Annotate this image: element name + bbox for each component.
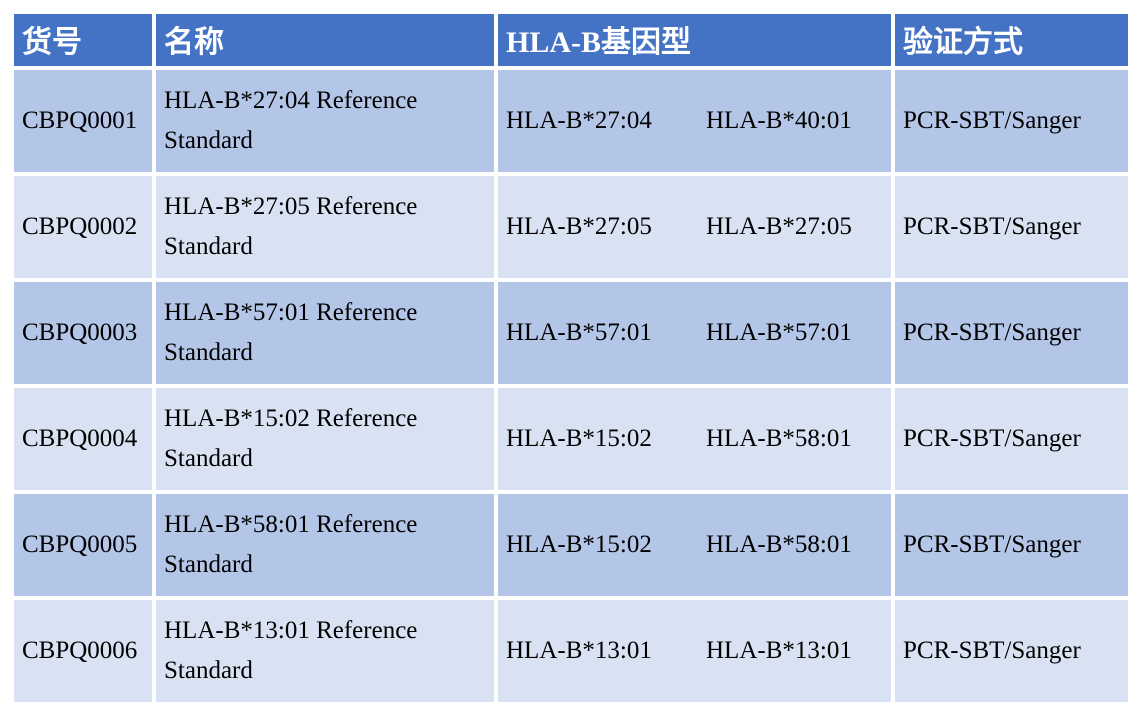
sku-cell: CBPQ0003 xyxy=(14,282,152,384)
genotype-cell: HLA-B*27:04 HLA-B*40:01 xyxy=(498,70,891,172)
genotype-allele-1: HLA-B*15:02 xyxy=(506,531,652,558)
header-cell-validation: 验证方式 xyxy=(895,14,1128,66)
validation-cell: PCR-SBT/Sanger xyxy=(895,70,1128,172)
genotype-cell: HLA-B*13:01 HLA-B*13:01 xyxy=(498,600,891,702)
sku-cell: CBPQ0004 xyxy=(14,388,152,490)
header-row: 货号 名称 HLA-B基因型 验证方式 xyxy=(14,14,1128,66)
genotype-cell: HLA-B*15:02 HLA-B*58:01 xyxy=(498,494,891,596)
genotype-allele-1: HLA-B*13:01 xyxy=(506,637,652,664)
header-cell-name: 名称 xyxy=(156,14,494,66)
sku-cell: CBPQ0005 xyxy=(14,494,152,596)
genotype-allele-1: HLA-B*27:04 xyxy=(506,107,652,134)
genotype-allele-2: HLA-B*27:05 xyxy=(706,213,852,240)
header-cell-sku: 货号 xyxy=(14,14,152,66)
table-row: CBPQ0002 HLA-B*27:05 Reference Standard … xyxy=(14,176,1128,278)
table-row: CBPQ0003 HLA-B*57:01 Reference Standard … xyxy=(14,282,1128,384)
table-row: CBPQ0001 HLA-B*27:04 Reference Standard … xyxy=(14,70,1128,172)
table-row: CBPQ0006 HLA-B*13:01 Reference Standard … xyxy=(14,600,1128,702)
genotype-allele-1: HLA-B*27:05 xyxy=(506,213,652,240)
name-cell: HLA-B*27:05 Reference Standard xyxy=(156,176,494,278)
validation-cell: PCR-SBT/Sanger xyxy=(895,494,1128,596)
sku-cell: CBPQ0006 xyxy=(14,600,152,702)
table-row: CBPQ0004 HLA-B*15:02 Reference Standard … xyxy=(14,388,1128,490)
table-row: CBPQ0005 HLA-B*58:01 Reference Standard … xyxy=(14,494,1128,596)
genotype-allele-1: HLA-B*57:01 xyxy=(506,319,652,346)
genotype-allele-1: HLA-B*15:02 xyxy=(506,425,652,452)
genotype-cell: HLA-B*27:05 HLA-B*27:05 xyxy=(498,176,891,278)
name-cell: HLA-B*27:04 Reference Standard xyxy=(156,70,494,172)
genotype-allele-2: HLA-B*40:01 xyxy=(706,107,852,134)
genotype-allele-2: HLA-B*58:01 xyxy=(706,425,852,452)
sku-cell: CBPQ0001 xyxy=(14,70,152,172)
validation-cell: PCR-SBT/Sanger xyxy=(895,282,1128,384)
genotype-cell: HLA-B*57:01 HLA-B*57:01 xyxy=(498,282,891,384)
header-cell-genotype: HLA-B基因型 xyxy=(498,14,891,66)
name-cell: HLA-B*58:01 Reference Standard xyxy=(156,494,494,596)
genotype-cell: HLA-B*15:02 HLA-B*58:01 xyxy=(498,388,891,490)
genotype-allele-2: HLA-B*58:01 xyxy=(706,531,852,558)
name-cell: HLA-B*15:02 Reference Standard xyxy=(156,388,494,490)
product-table: 货号 名称 HLA-B基因型 验证方式 CBPQ0001 HLA-B*27:04… xyxy=(10,10,1132,706)
validation-cell: PCR-SBT/Sanger xyxy=(895,600,1128,702)
sku-cell: CBPQ0002 xyxy=(14,176,152,278)
validation-cell: PCR-SBT/Sanger xyxy=(895,388,1128,490)
genotype-allele-2: HLA-B*13:01 xyxy=(706,637,852,664)
name-cell: HLA-B*13:01 Reference Standard xyxy=(156,600,494,702)
validation-cell: PCR-SBT/Sanger xyxy=(895,176,1128,278)
name-cell: HLA-B*57:01 Reference Standard xyxy=(156,282,494,384)
table-body: CBPQ0001 HLA-B*27:04 Reference Standard … xyxy=(14,70,1128,702)
genotype-allele-2: HLA-B*57:01 xyxy=(706,319,852,346)
